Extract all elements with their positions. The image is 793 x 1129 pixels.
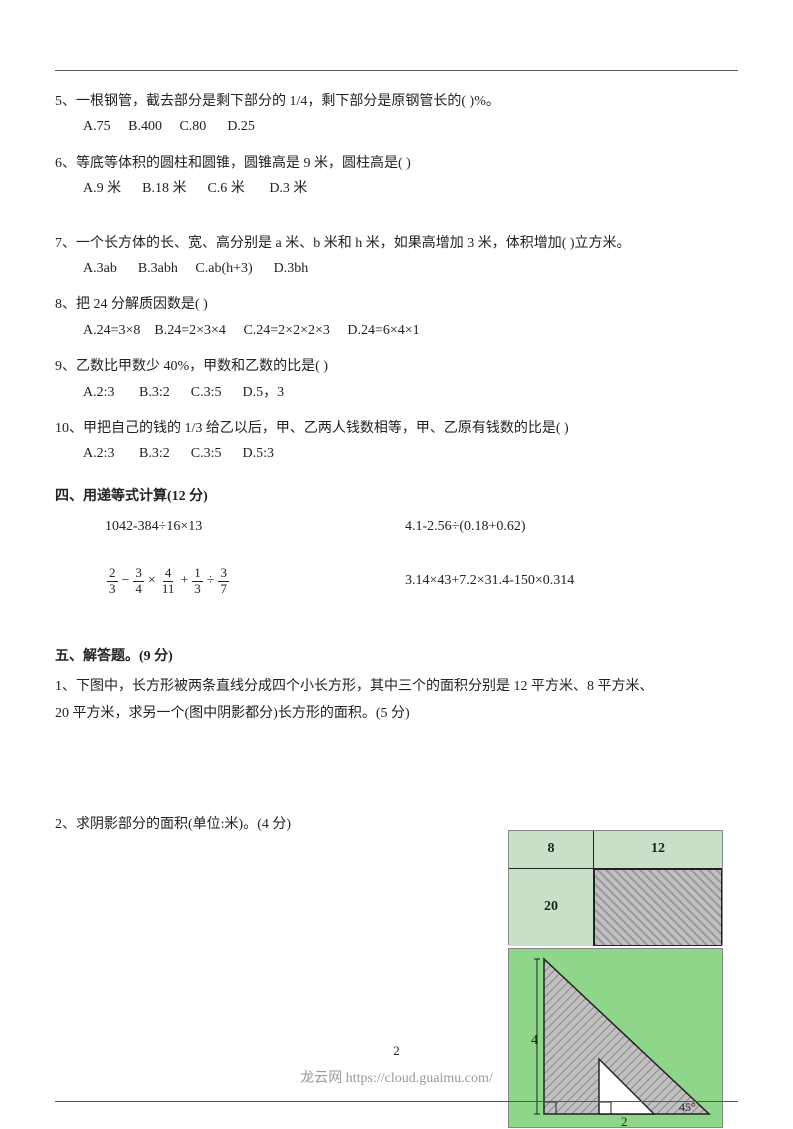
q10-text: 甲把自己的钱的 1/3 给乙以后，甲、乙两人钱数相等，甲、乙原有钱数的比是( ) <box>83 421 569 436</box>
q10-opt-d: D.5:3 <box>242 446 274 461</box>
question-8: 8、把 24 分解质因数是( ) A.24=3×8 B.24=2×3×4 C.2… <box>55 294 738 342</box>
s5-q1-line2: 20 平方米，求另一个(图中阴影都分)长方形的面积。(5 分) <box>55 703 738 725</box>
q8-opt-a: A.24=3×8 <box>83 323 140 338</box>
fig1-bot-row: 20 <box>509 869 722 946</box>
q9-opt-a: A.2:3 <box>83 385 115 400</box>
question-7: 7、一个长方体的长、宽、高分别是 a 米、b 米和 h 米，如果高增加 3 米，… <box>55 233 738 281</box>
q6-stem: 6、等底等体积的圆柱和圆锥，圆锥高是 9 米，圆柱高是( ) <box>55 153 738 175</box>
q8-stem: 8、把 24 分解质因数是( ) <box>55 294 738 316</box>
q7-num: 7、 <box>55 236 76 251</box>
q5-stem: 5、一根钢管，截去部分是剩下部分的 1/4，剩下部分是原钢管长的( )%。 <box>55 91 738 113</box>
q6-text: 等底等体积的圆柱和圆锥，圆锥高是 9 米，圆柱高是( ) <box>76 156 411 171</box>
page-number: 2 <box>0 1041 793 1062</box>
q10-stem: 10、甲把自己的钱的 1/3 给乙以后，甲、乙两人钱数相等，甲、乙原有钱数的比是… <box>55 418 738 440</box>
q7-text: 一个长方体的长、宽、高分别是 a 米、b 米和 h 米，如果高增加 3 米，体积… <box>76 236 631 251</box>
q10-opt-c: C.3:5 <box>191 446 222 461</box>
fig1-cell-12: 12 <box>594 831 722 869</box>
section-5-title: 五、解答题。(9 分) <box>55 646 738 668</box>
fig2-label-45: 45° <box>679 1100 696 1114</box>
q7-opt-a: A.3ab <box>83 261 117 276</box>
q5-opt-b: B.400 <box>128 119 162 134</box>
fraction: 13 <box>192 566 203 596</box>
q9-num: 9、 <box>55 359 76 374</box>
figure-1-rectangles: 8 12 20 <box>508 830 723 945</box>
top-rule <box>55 70 738 71</box>
q8-options: A.24=3×8 B.24=2×3×4 C.24=2×2×2×3 D.24=6×… <box>55 320 738 342</box>
q5-opt-c: C.80 <box>179 119 206 134</box>
q7-opt-d: D.3bh <box>274 261 309 276</box>
q10-num: 10、 <box>55 421 83 436</box>
q7-options: A.3ab B.3abh C.ab(h+3) D.3bh <box>55 258 738 280</box>
question-5: 5、一根钢管，截去部分是剩下部分的 1/4，剩下部分是原钢管长的( )%。 A.… <box>55 91 738 139</box>
fraction-operator: − <box>122 570 130 592</box>
q6-opt-b: B.18 米 <box>142 181 186 196</box>
q9-options: A.2:3 B.3:2 C.3:5 D.5，3 <box>55 382 738 404</box>
fraction: 34 <box>133 566 144 596</box>
q5-opt-d: D.25 <box>227 119 255 134</box>
fig1-cell-shaded <box>594 869 722 946</box>
q9-opt-b: B.3:2 <box>139 385 170 400</box>
q10-opt-a: A.2:3 <box>83 446 115 461</box>
fraction: 23 <box>107 566 118 596</box>
q8-opt-b: B.24=2×3×4 <box>154 323 226 338</box>
calc-row-2: 23−34×411+13÷37 3.14×43+7.2×31.4-150×0.3… <box>55 566 738 596</box>
q8-opt-c: C.24=2×2×2×3 <box>243 323 329 338</box>
fraction-operator: + <box>180 570 188 592</box>
bottom-rule <box>55 1101 738 1102</box>
q5-options: A.75 B.400 C.80 D.25 <box>55 116 738 138</box>
q6-opt-d: D.3 米 <box>269 181 307 196</box>
q5-text: 一根钢管，截去部分是剩下部分的 1/4，剩下部分是原钢管长的( )%。 <box>76 94 500 109</box>
q7-opt-c: C.ab(h+3) <box>195 261 252 276</box>
fig1-cell-20: 20 <box>509 869 594 946</box>
q6-num: 6、 <box>55 156 76 171</box>
fraction-operator: ÷ <box>207 570 215 592</box>
spacer <box>55 729 738 814</box>
question-10: 10、甲把自己的钱的 1/3 给乙以后，甲、乙两人钱数相等，甲、乙原有钱数的比是… <box>55 418 738 466</box>
question-6: 6、等底等体积的圆柱和圆锥，圆锥高是 9 米，圆柱高是( ) A.9 米 B.1… <box>55 153 738 201</box>
calc-1-right: 4.1-2.56÷(0.18+0.62) <box>405 516 526 538</box>
q9-opt-d: D.5，3 <box>242 385 284 400</box>
q5-opt-a: A.75 <box>83 119 111 134</box>
q6-opt-c: C.6 米 <box>207 181 244 196</box>
q7-opt-b: B.3abh <box>138 261 178 276</box>
fig1-top-row: 8 12 <box>509 831 722 869</box>
fraction-operator: × <box>148 570 156 592</box>
watermark: 龙云网 https://cloud.guaimu.com/ <box>0 1068 793 1090</box>
q7-stem: 7、一个长方体的长、宽、高分别是 a 米、b 米和 h 米，如果高增加 3 米，… <box>55 233 738 255</box>
fig1-cell-8: 8 <box>509 831 594 869</box>
question-9: 9、乙数比甲数少 40%，甲数和乙数的比是( ) A.2:3 B.3:2 C.3… <box>55 356 738 404</box>
calc-2-left: 23−34×411+13÷37 <box>105 566 405 596</box>
q9-text: 乙数比甲数少 40%，甲数和乙数的比是( ) <box>76 359 328 374</box>
q6-options: A.9 米 B.18 米 C.6 米 D.3 米 <box>55 178 738 200</box>
q9-stem: 9、乙数比甲数少 40%，甲数和乙数的比是( ) <box>55 356 738 378</box>
q10-options: A.2:3 B.3:2 C.3:5 D.5:3 <box>55 443 738 465</box>
fraction: 37 <box>218 566 229 596</box>
q9-opt-c: C.3:5 <box>191 385 222 400</box>
q10-opt-b: B.3:2 <box>139 446 170 461</box>
q8-opt-d: D.24=6×4×1 <box>347 323 419 338</box>
spacer <box>55 215 738 233</box>
calc-1-left: 1042-384÷16×13 <box>105 516 405 538</box>
section-4-title: 四、用递等式计算(12 分) <box>55 486 738 508</box>
calc-2-right: 3.14×43+7.2×31.4-150×0.314 <box>405 570 574 592</box>
q6-opt-a: A.9 米 <box>83 181 121 196</box>
calc-row-1: 1042-384÷16×13 4.1-2.56÷(0.18+0.62) <box>55 516 738 538</box>
q8-text: 把 24 分解质因数是( ) <box>76 297 208 312</box>
fraction: 411 <box>160 566 177 596</box>
q5-num: 5、 <box>55 94 76 109</box>
s5-q1-line1: 1、下图中，长方形被两条直线分成四个小长方形，其中三个的面积分别是 12 平方米… <box>55 676 738 698</box>
q8-num: 8、 <box>55 297 76 312</box>
